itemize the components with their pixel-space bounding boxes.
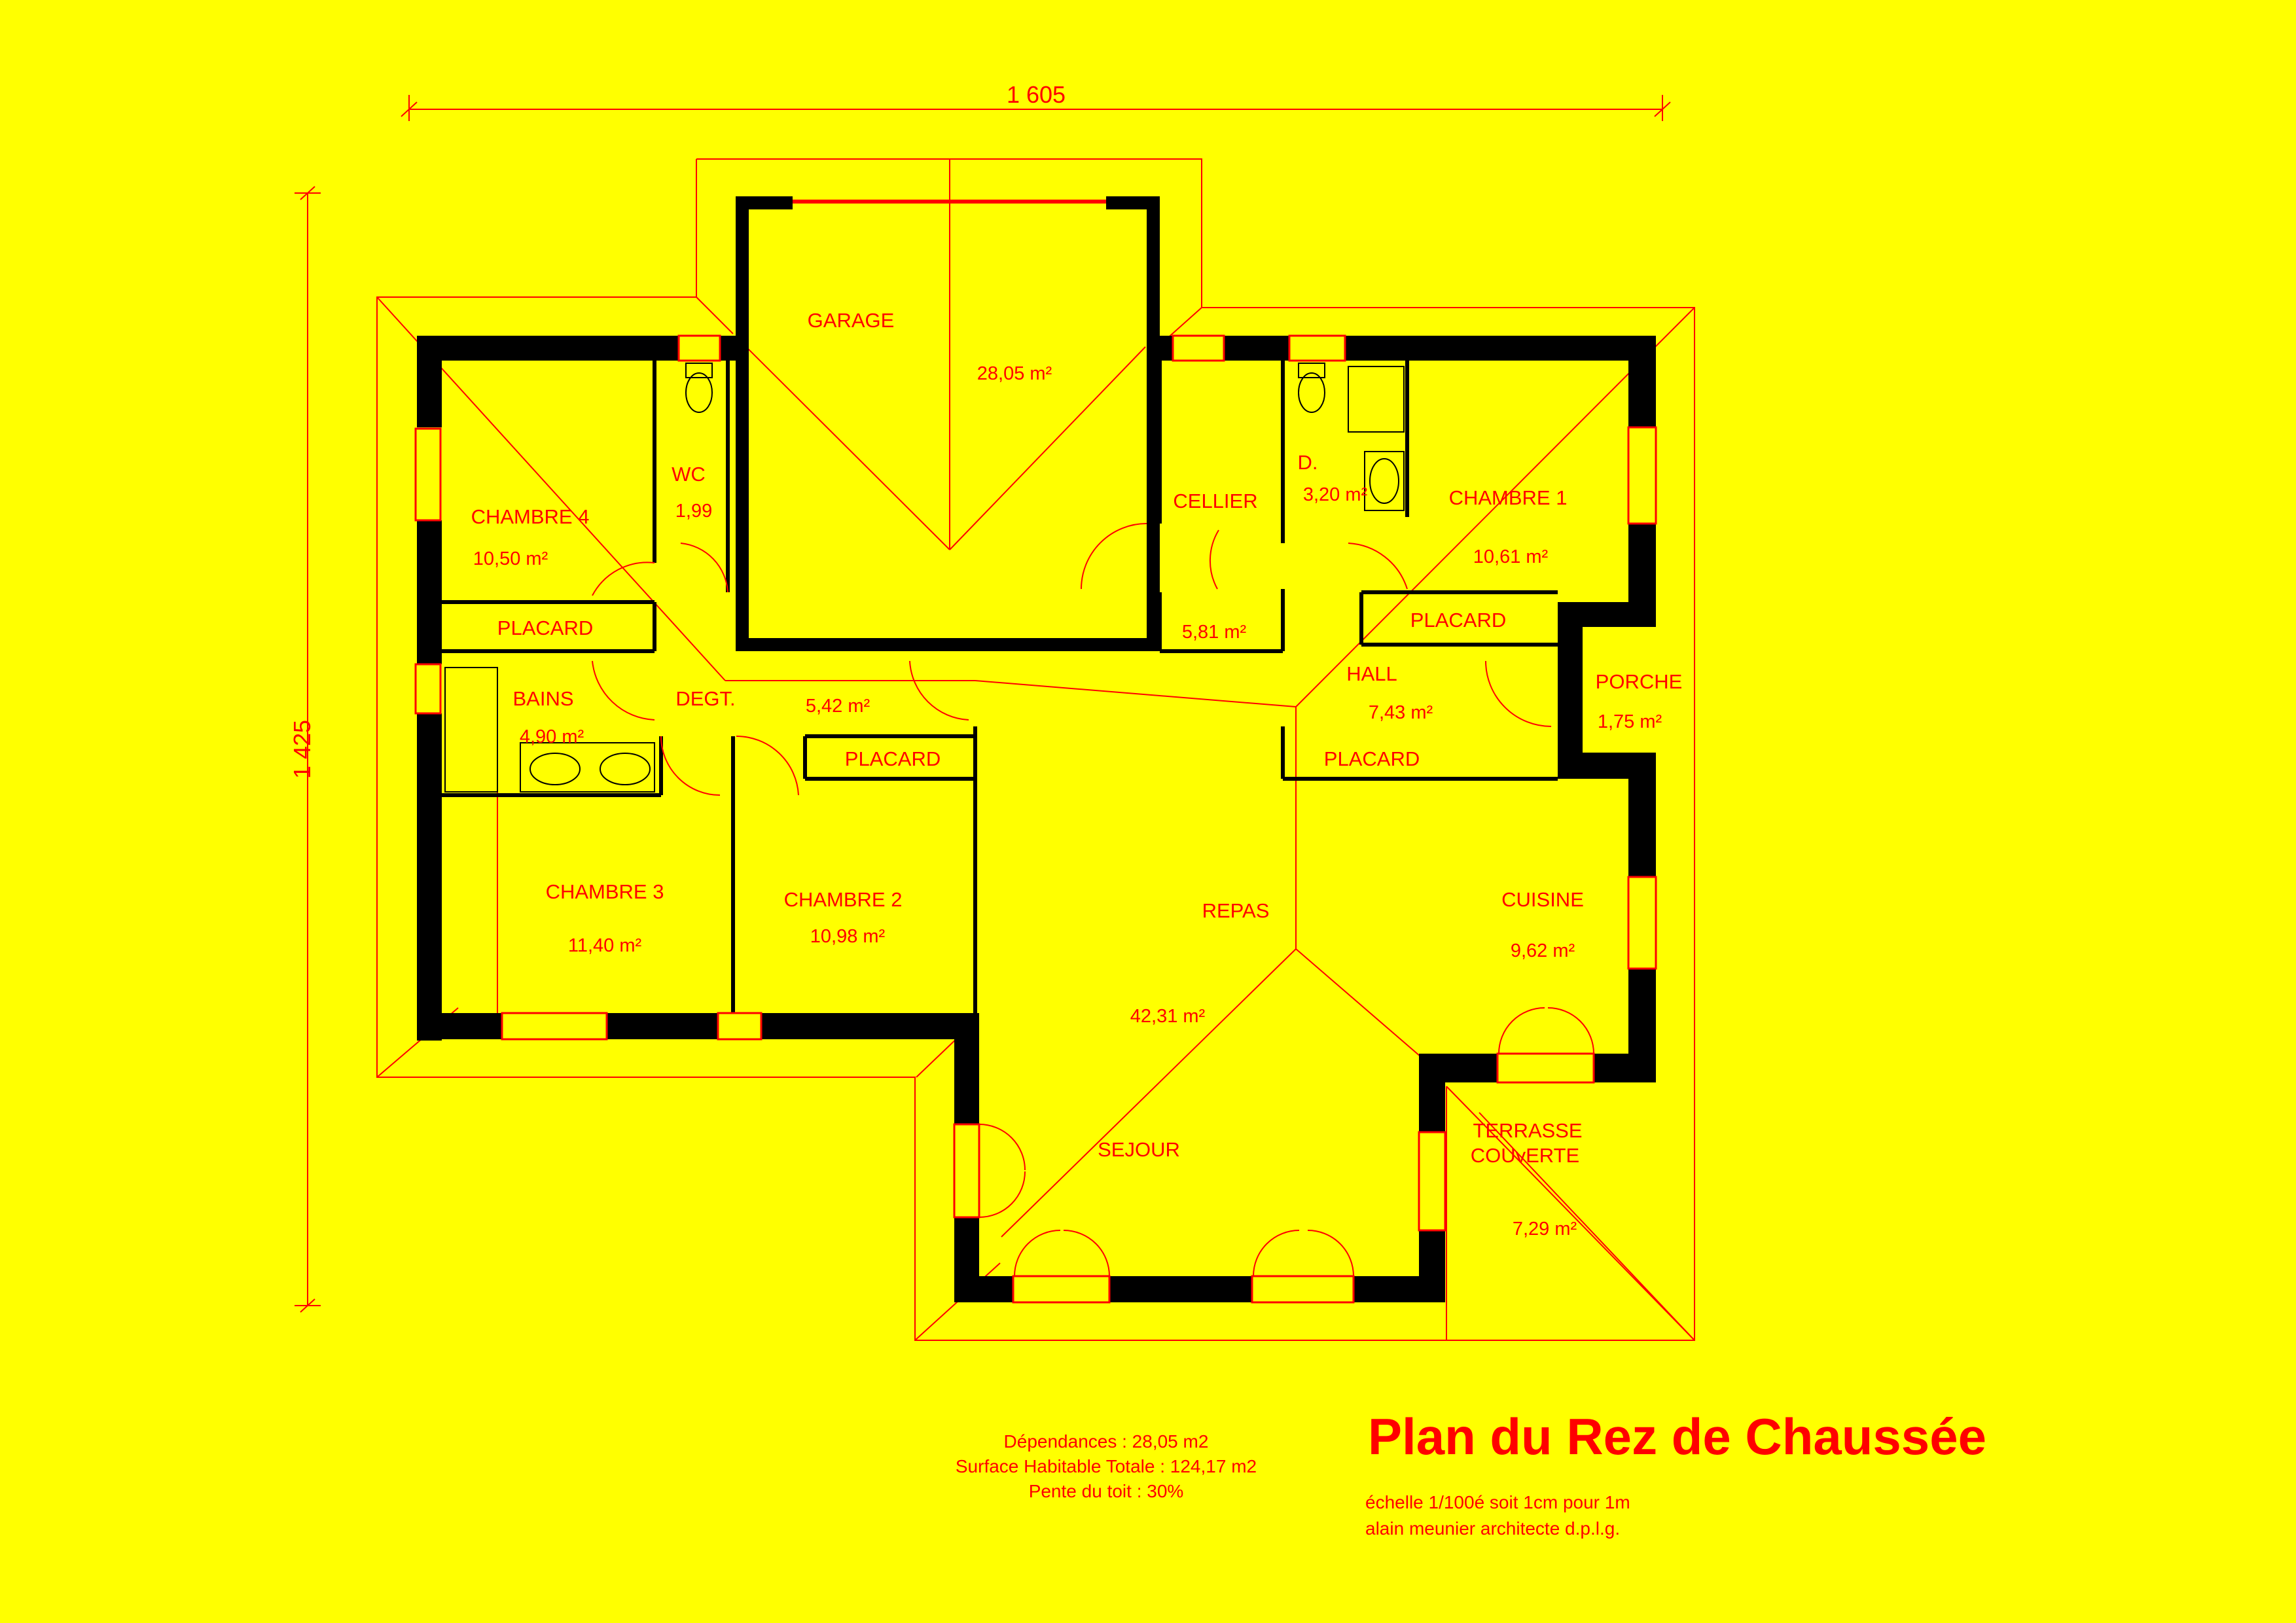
area-chambre2: 10,98 m² xyxy=(810,926,886,947)
label-chambre3: CHAMBRE 3 xyxy=(546,880,664,903)
label-wc: WC xyxy=(672,463,706,486)
vanity xyxy=(520,742,655,793)
scale-note: échelle 1/100é soit 1cm pour 1m xyxy=(1365,1492,1630,1512)
label-hall: HALL xyxy=(1346,662,1397,685)
summary-dependances: Dépendances : 28,05 m2 xyxy=(1004,1431,1209,1452)
label-bains: BAINS xyxy=(512,687,573,710)
label-placard-degt: PLACARD xyxy=(845,747,941,770)
plan-title: Plan du Rez de Chaussée xyxy=(1368,1408,1986,1465)
area-cellier: 5,81 m² xyxy=(1182,622,1247,643)
shower-tray xyxy=(1348,366,1405,433)
area-porche: 1,75 m² xyxy=(1598,711,1662,732)
label-douche: D. xyxy=(1298,451,1318,474)
architect-credit: alain meunier architecte d.p.l.g. xyxy=(1365,1518,1620,1539)
label-terrasse-line2: COUvERTE xyxy=(1471,1144,1580,1167)
summary-pente: Pente du toit : 30% xyxy=(1029,1481,1184,1501)
label-placard-hall: PLACARD xyxy=(1324,747,1420,770)
windows xyxy=(414,200,1657,1304)
label-porche: PORCHE xyxy=(1596,670,1683,693)
label-cuisine: CUISINE xyxy=(1501,888,1584,911)
label-repas: REPAS xyxy=(1202,899,1270,922)
toilet-douche xyxy=(1298,372,1325,413)
area-garage: 28,05 m² xyxy=(977,363,1052,384)
door-swings xyxy=(592,523,1594,1277)
roof-outline xyxy=(376,158,1695,1341)
dimension-lines xyxy=(295,95,1671,1313)
area-cuisine: 9,62 m² xyxy=(1511,940,1575,961)
toilet-wc xyxy=(685,372,713,413)
bathtub xyxy=(444,667,498,793)
height-dimension: 1 425 xyxy=(289,720,315,779)
label-chambre1: CHAMBRE 1 xyxy=(1449,486,1568,509)
area-hall: 7,43 m² xyxy=(1369,702,1433,723)
area-chambre1: 10,61 m² xyxy=(1473,546,1549,567)
label-garage: GARAGE xyxy=(808,309,895,332)
label-terrasse-line1: TERRASSE xyxy=(1473,1119,1582,1142)
label-placard-ch1: PLACARD xyxy=(1410,609,1506,632)
label-chambre2: CHAMBRE 2 xyxy=(784,888,903,911)
label-sejour: SEJOUR xyxy=(1098,1138,1180,1161)
area-chambre3: 11,40 m² xyxy=(568,935,642,956)
label-placard-ch4: PLACARD xyxy=(497,616,593,639)
washbasin xyxy=(1364,451,1405,511)
interior-walls xyxy=(442,357,1558,1013)
area-bains: 4,90 m² xyxy=(520,726,584,747)
label-cellier: CELLIER xyxy=(1173,490,1257,512)
summary-surface: Surface Habitable Totale : 124,17 m2 xyxy=(956,1456,1257,1476)
fixtures xyxy=(444,363,1405,793)
area-degt: 5,42 m² xyxy=(806,696,870,717)
area-repas: 42,31 m² xyxy=(1130,1006,1206,1027)
width-dimension: 1 605 xyxy=(1007,81,1066,108)
area-wc: 1,99 xyxy=(675,501,712,522)
label-chambre4: CHAMBRE 4 xyxy=(471,505,590,528)
label-degt: DEGT. xyxy=(675,687,735,710)
area-douche: 3,20 m² xyxy=(1303,484,1368,505)
area-terrasse: 7,29 m² xyxy=(1513,1219,1577,1240)
walls xyxy=(417,196,1656,1302)
area-chambre4: 10,50 m² xyxy=(473,548,548,569)
